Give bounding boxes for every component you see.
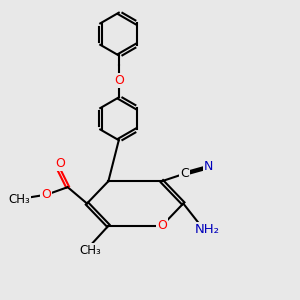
- Text: C: C: [180, 167, 189, 180]
- Text: CH₃: CH₃: [80, 244, 101, 257]
- Text: CH₃: CH₃: [9, 193, 30, 206]
- Text: NH₂: NH₂: [195, 223, 220, 236]
- Text: N: N: [204, 160, 214, 173]
- Text: O: O: [55, 157, 65, 170]
- Text: O: O: [41, 188, 51, 201]
- Text: O: O: [114, 74, 124, 87]
- Text: O: O: [157, 219, 167, 232]
